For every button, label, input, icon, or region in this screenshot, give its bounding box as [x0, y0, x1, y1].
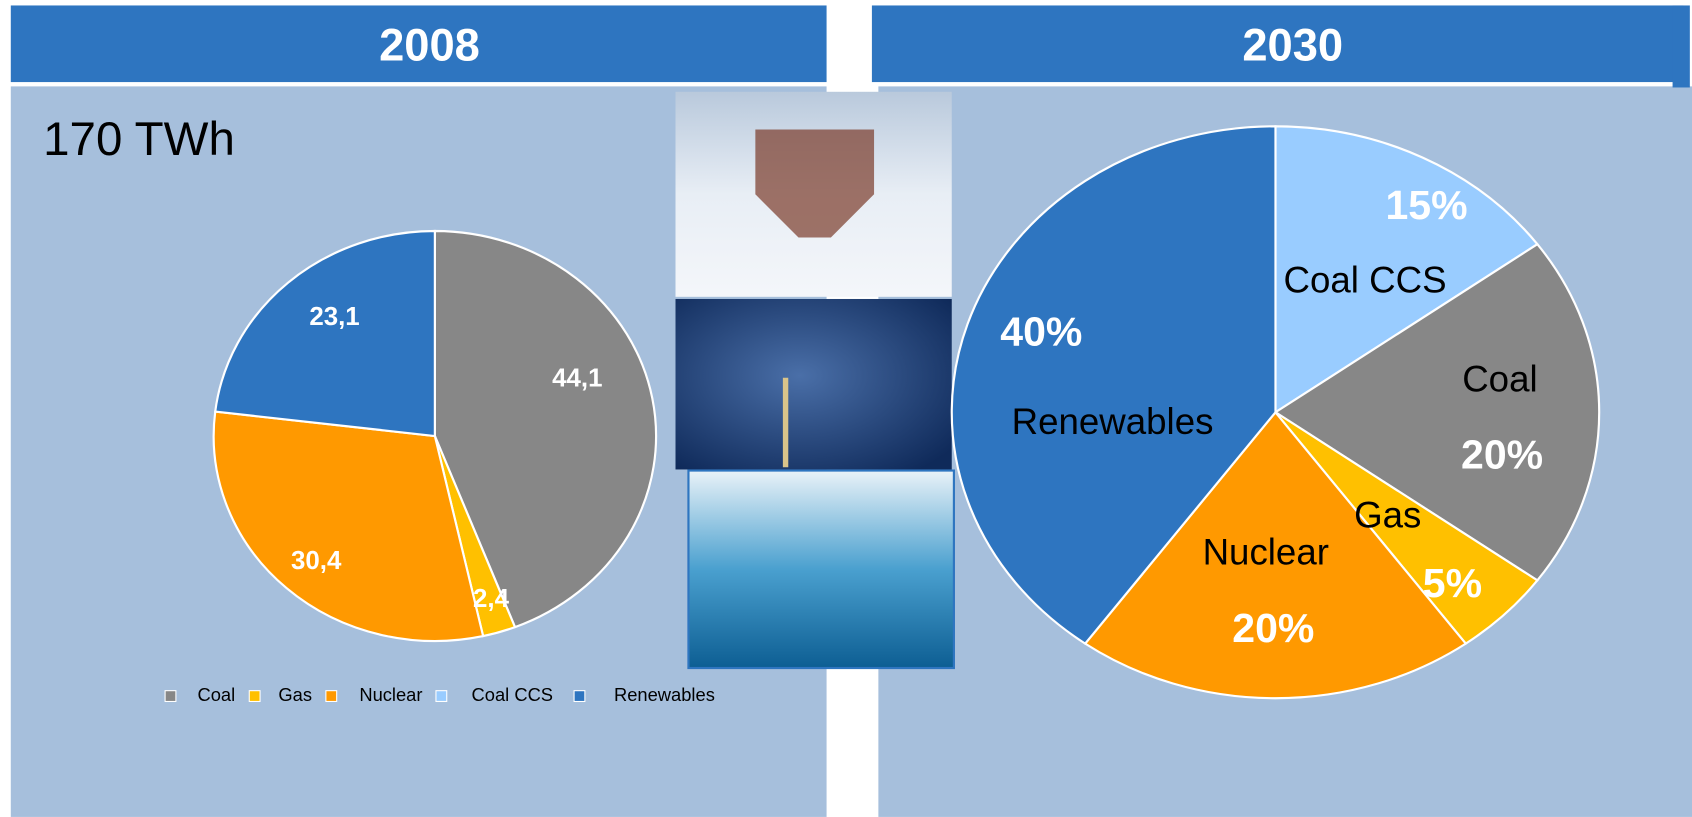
pie-slice [433, 229, 658, 629]
legend-label: Coal CCS [472, 684, 553, 705]
value-label: 30,4 [291, 547, 342, 575]
value-label: 2,4 [473, 585, 510, 613]
chart-title: 2008 [379, 20, 480, 71]
value-label: 20% [1232, 605, 1314, 651]
legend-label: Renewables [614, 684, 715, 705]
pie-slice [212, 410, 485, 643]
slice-name: Renewables [1012, 401, 1214, 442]
value-label: 15% [1386, 182, 1468, 228]
value-label: 5% [1423, 560, 1482, 606]
slice-name: Nuclear [1203, 531, 1329, 572]
pie-slice [1273, 242, 1601, 582]
photo-wave [687, 469, 955, 670]
legend-label: Coal [197, 684, 235, 705]
chart-subtitle: 170 TWh [43, 113, 235, 166]
pie-slice [1274, 125, 1539, 415]
value-label: 23,1 [309, 303, 359, 331]
pie-slice [950, 125, 1277, 646]
legend-marker [573, 690, 586, 703]
chart-title: 2030 [1242, 20, 1343, 71]
legend-marker [164, 690, 177, 703]
value-label: 20% [1461, 431, 1543, 477]
legend-label: Nuclear [359, 684, 422, 705]
pie-slice [214, 229, 436, 438]
slice-name: Coal [1462, 359, 1537, 400]
photo-wind [675, 298, 952, 470]
legend-label: Gas [278, 684, 312, 705]
slice-name: Coal CCS [1284, 259, 1447, 300]
legend-marker [435, 690, 448, 703]
value-label: 44,1 [552, 365, 602, 393]
header-right [871, 5, 1684, 83]
legend-marker [248, 690, 261, 703]
legend-marker [325, 690, 338, 703]
pie-slice [1083, 410, 1468, 700]
header-left [10, 5, 827, 83]
slice-name: Gas [1354, 495, 1421, 536]
value-label: 40% [1000, 308, 1082, 354]
header-edge [1672, 5, 1690, 88]
photo-dam-detail [755, 129, 875, 238]
